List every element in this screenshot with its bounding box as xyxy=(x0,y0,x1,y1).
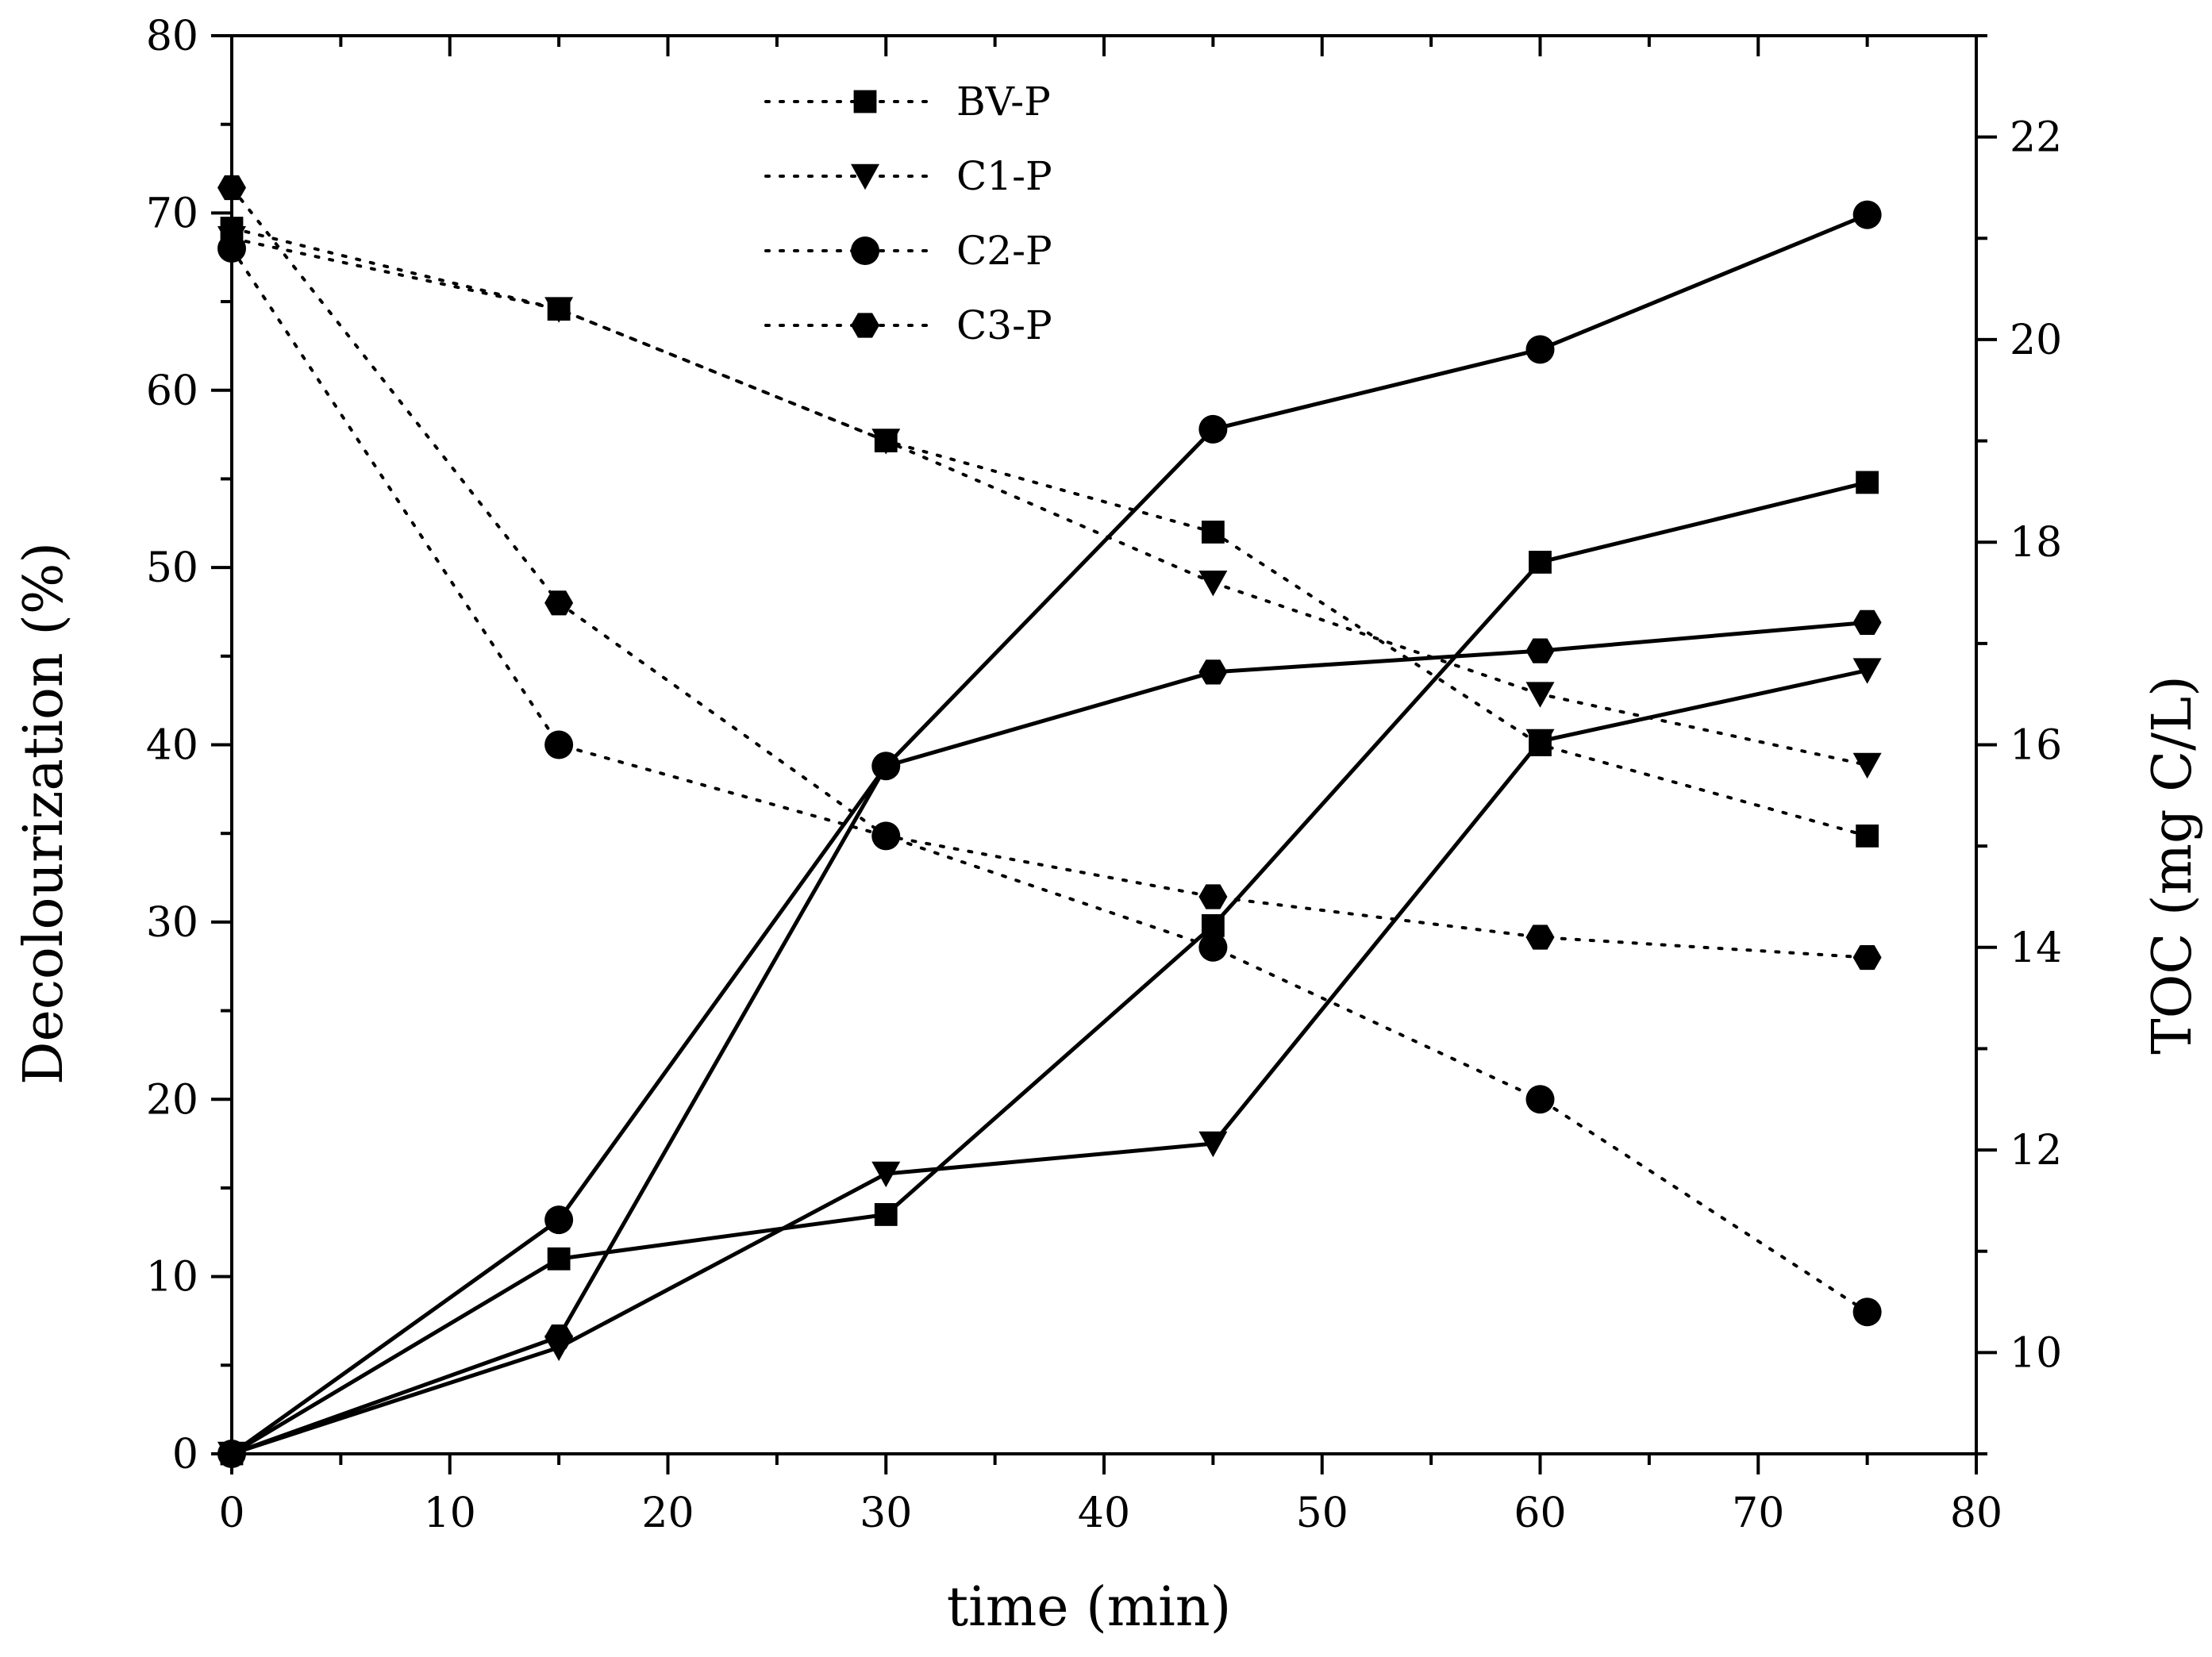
toc-point-c1-p xyxy=(1852,752,1882,779)
toc-point-c3-p xyxy=(1198,884,1228,909)
decolourization-line-c1-p xyxy=(231,668,1868,1456)
legend-label-bv-p: BV-P xyxy=(956,79,1051,125)
y-left-axis-title: Decolourization (%) xyxy=(13,542,75,1085)
y-right-tick-label: 10 xyxy=(2010,1329,2062,1377)
x-tick-label: 30 xyxy=(860,1490,912,1537)
toc-point-c3-p xyxy=(1852,945,1882,971)
decolourization-point-bv-p xyxy=(1529,551,1552,574)
legend-marker-c1-p xyxy=(851,163,879,190)
toc-point-c1-p xyxy=(871,429,901,455)
y-left-tick-label: 0 xyxy=(172,1431,198,1478)
decolourization-point-c1-p xyxy=(1852,658,1882,684)
y-left-tick-label: 60 xyxy=(146,367,198,415)
y-right-tick-label: 18 xyxy=(2010,519,2062,567)
y-right-axis-title: TOC (mg C/L) xyxy=(2141,675,2204,1055)
decolourization-point-c1-p xyxy=(1198,1131,1228,1158)
decolourization-line-bv-p xyxy=(230,480,1868,1456)
x-axis-title: time (min) xyxy=(947,1576,1232,1639)
toc-point-c1-p xyxy=(544,297,574,323)
toc-line-c1-p xyxy=(230,236,1869,767)
x-tick-label: 0 xyxy=(218,1490,244,1537)
x-tick-label: 20 xyxy=(641,1490,694,1537)
decolourization-point-c1-p xyxy=(1525,729,1555,755)
decolourization-point-c2-p xyxy=(1525,335,1555,364)
y-left-tick-label: 20 xyxy=(146,1076,198,1124)
toc-point-c2-p xyxy=(1198,932,1228,962)
toc-point-c3-p xyxy=(1525,925,1555,950)
decolourization-point-c3-p xyxy=(544,1324,574,1350)
toc-point-c2-p xyxy=(1852,1298,1882,1327)
y-left-tick-label: 40 xyxy=(146,722,198,770)
toc-point-c3-p xyxy=(871,823,901,848)
y-right-tick-label: 20 xyxy=(2010,317,2062,364)
toc-point-c3-p xyxy=(544,590,574,616)
toc-line-bv-p xyxy=(230,226,1869,838)
y-left-tick-label: 10 xyxy=(146,1254,198,1301)
y-right-tick-label: 14 xyxy=(2010,925,2062,972)
axes-layer: 0 10 20 30 40 50 60 70 80 0 10 20 30 40 50 60 70 80 10 12 14… xyxy=(146,13,2062,1537)
legend-marker-c3-p xyxy=(851,313,879,338)
decolourization-point-c2-p xyxy=(1198,414,1228,444)
y-left-tick-label: 70 xyxy=(146,190,198,237)
toc-point-bv-p xyxy=(1856,824,1879,848)
decolourization-point-bv-p xyxy=(1856,471,1879,494)
decolourization-point-c1-p xyxy=(871,1161,901,1188)
x-tick-label: 10 xyxy=(424,1490,476,1537)
decolourization-point-c3-p xyxy=(1198,659,1228,685)
legend-label-c1-p: C1-P xyxy=(956,153,1052,199)
toc-point-c1-p xyxy=(1525,682,1555,708)
x-tick-label: 50 xyxy=(1296,1490,1348,1537)
decolourization-line-c2-p xyxy=(230,213,1868,1456)
decolourization-point-bv-p xyxy=(547,1247,571,1271)
toc-point-c2-p xyxy=(1525,1085,1555,1114)
legend: BV-P C1-P C2-P C3-P xyxy=(764,79,1052,348)
legend-label-c2-p: C2-P xyxy=(956,228,1052,274)
decolourization-point-c2-p xyxy=(544,1205,574,1235)
y-right-tick-label: 12 xyxy=(2010,1127,2062,1175)
decolourization-point-c3-p xyxy=(1525,638,1555,663)
toc-point-bv-p xyxy=(1201,521,1225,544)
legend-marker-bv-p xyxy=(853,90,877,113)
y-left-tick-label: 80 xyxy=(146,13,198,60)
x-tick-label: 80 xyxy=(1950,1490,2002,1537)
y-left-tick-label: 30 xyxy=(146,899,198,947)
toc-line-c3-p xyxy=(230,186,1869,959)
decolourization-line-c3-p xyxy=(231,620,1868,1456)
x-tick-label: 40 xyxy=(1078,1490,1130,1537)
legend-label-c3-p: C3-P xyxy=(956,302,1052,348)
decolourization-point-c3-p xyxy=(1852,609,1882,635)
x-tick-label: 60 xyxy=(1514,1490,1566,1537)
decolourization-point-bv-p xyxy=(874,1203,898,1226)
series-layer xyxy=(217,175,1882,1468)
decolourization-point-c3-p xyxy=(871,753,901,779)
toc-point-c2-p xyxy=(544,730,574,759)
y-right-tick-label: 16 xyxy=(2010,722,2062,770)
y-right-tick-label: 22 xyxy=(2010,114,2062,162)
legend-marker-c2-p xyxy=(851,236,879,265)
decolourization-point-c2-p xyxy=(1852,200,1882,229)
toc-point-c1-p xyxy=(1198,570,1228,597)
x-tick-label: 70 xyxy=(1732,1490,1784,1537)
y-left-tick-label: 50 xyxy=(146,544,198,592)
